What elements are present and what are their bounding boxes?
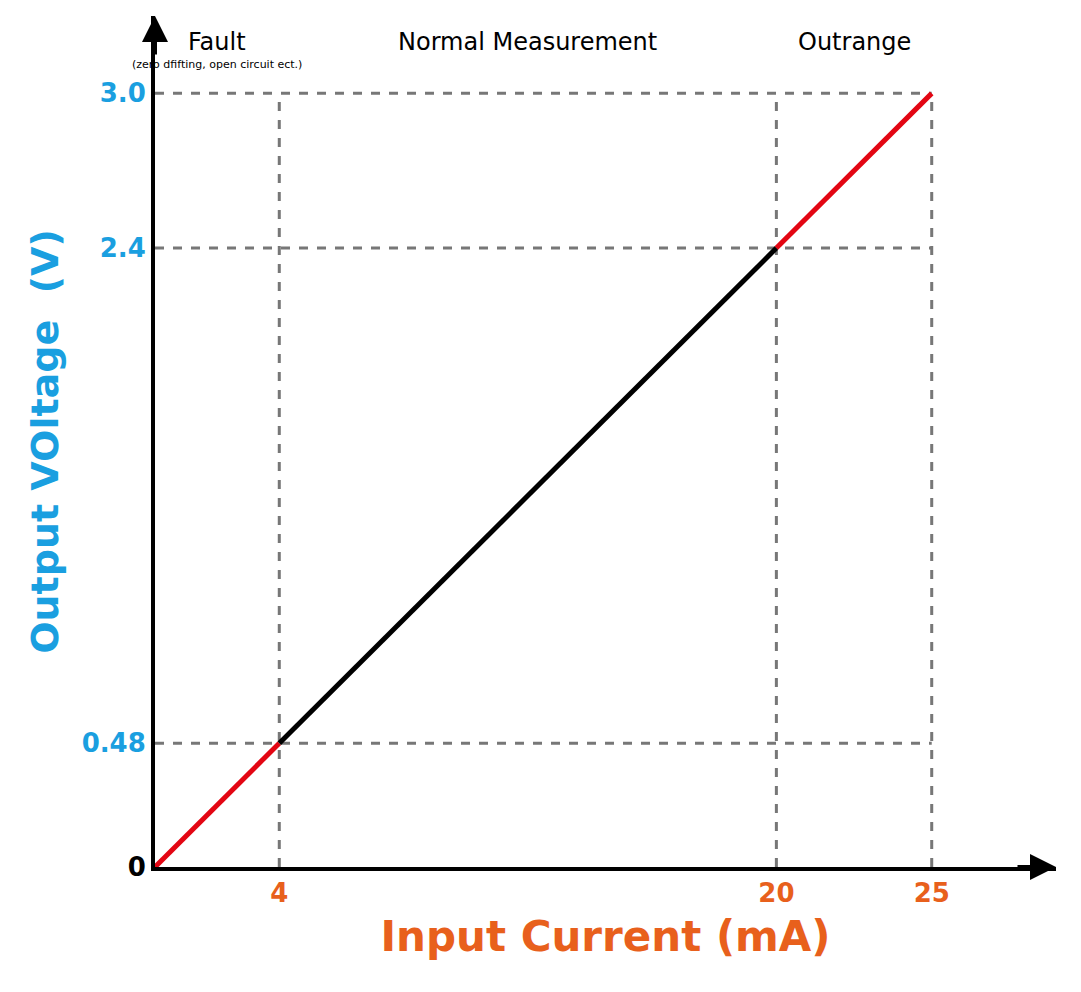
svg-text:Output VOltage (V): Output VOltage (V) [23,229,67,654]
svg-text:Outrange: Outrange [798,28,911,56]
svg-text:0: 0 [128,852,146,882]
svg-text:4: 4 [270,878,288,908]
svg-text:Normal Measurement: Normal Measurement [398,28,657,56]
svg-text:Input Current (mA): Input Current (mA) [380,912,830,961]
svg-text:3.0: 3.0 [100,78,146,108]
svg-text:0.48: 0.48 [82,728,146,758]
svg-text:25: 25 [914,878,950,908]
svg-text:2.4: 2.4 [100,233,146,263]
svg-text:Fault: Fault [188,28,246,56]
svg-text:(zero dfifting, open circuit e: (zero dfifting, open circuit ect.) [132,58,302,71]
svg-text:20: 20 [758,878,794,908]
